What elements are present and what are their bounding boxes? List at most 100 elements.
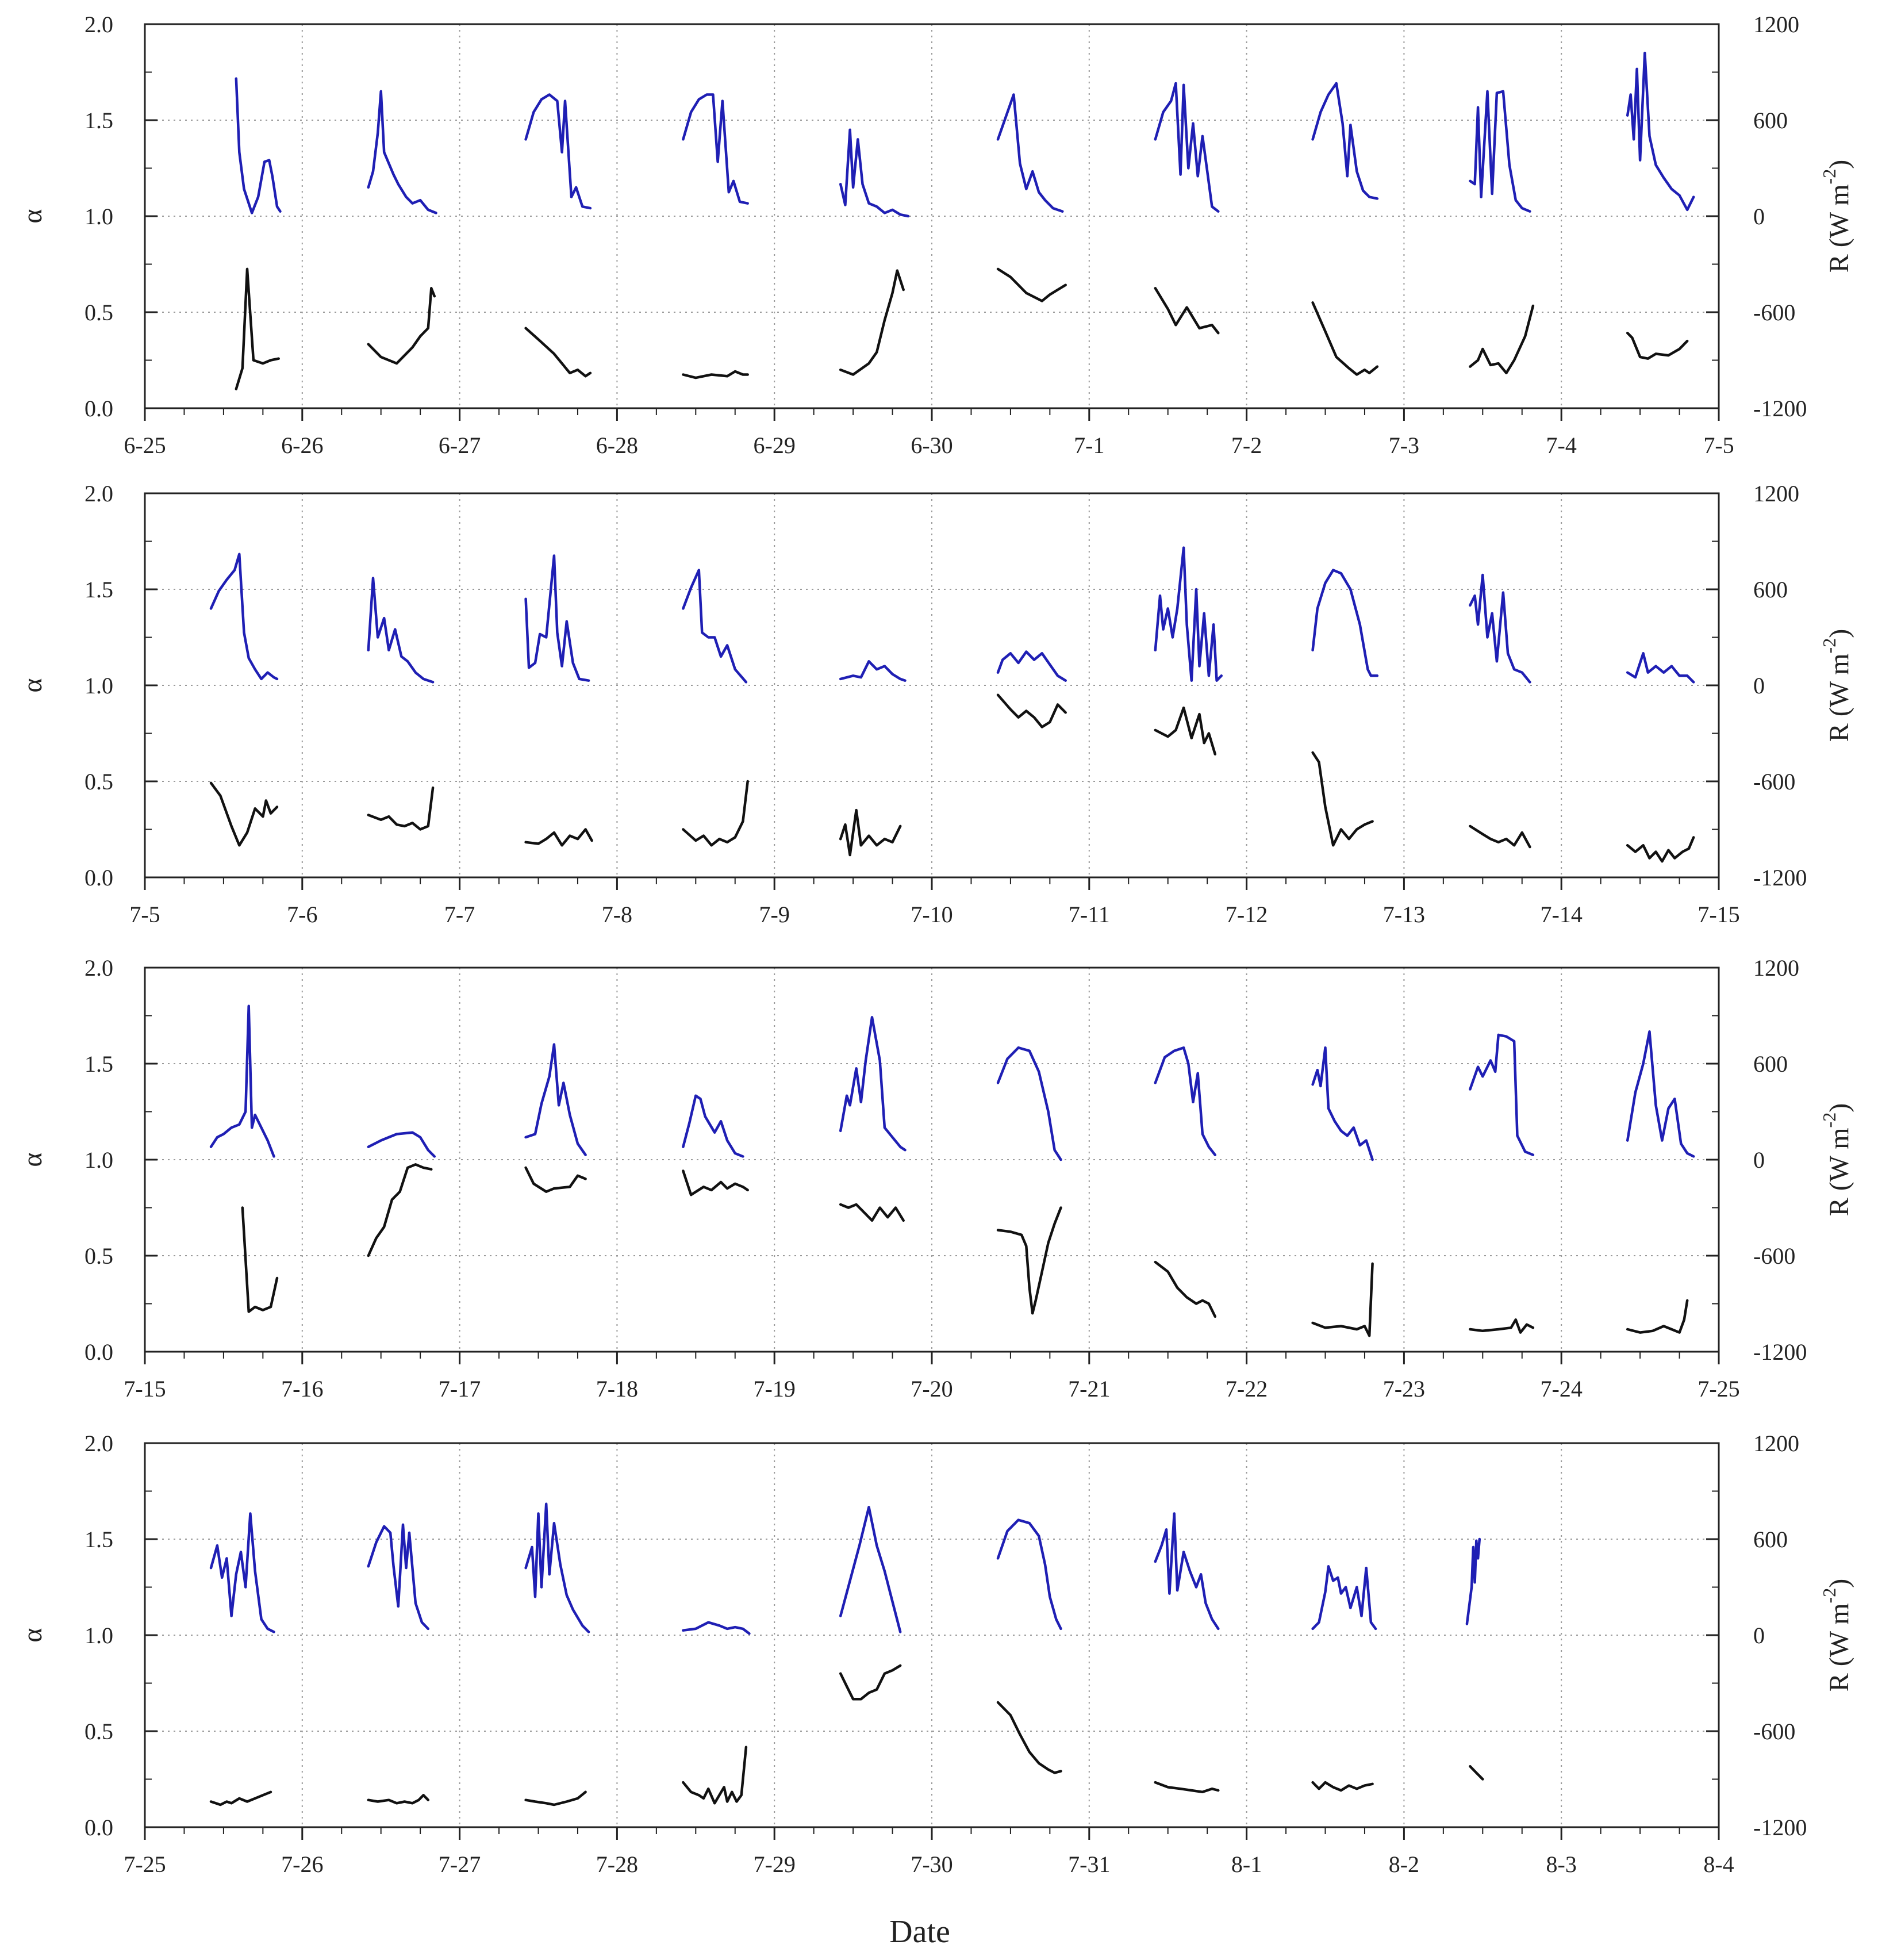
x-tick-label: 7-25	[1698, 1376, 1739, 1402]
x-tick-label: 7-17	[439, 1376, 481, 1402]
y-left-tick-label: 1.0	[85, 673, 113, 699]
alpha-series-line	[524, 1502, 590, 1633]
alpha-series-line	[1154, 82, 1220, 213]
radiation-series-line	[1469, 824, 1531, 849]
x-tick-label: 6-30	[911, 432, 953, 458]
radiation-series-line	[1154, 706, 1217, 755]
alpha-series-line	[209, 1512, 275, 1633]
y-left-tick-label: 1.5	[85, 1526, 113, 1552]
y-right-tick-label: 600	[1753, 1051, 1788, 1077]
alpha-series-line	[1626, 652, 1695, 684]
y-left-tick-label: 0.0	[85, 1815, 113, 1840]
x-tick-label: 7-12	[1226, 902, 1268, 927]
alpha-series-line	[1311, 1046, 1374, 1161]
alpha-series-line	[1154, 546, 1223, 682]
radiation-series-line	[1154, 1260, 1217, 1318]
y-right-tick-label: -1200	[1753, 396, 1807, 421]
y-left-tick-label: 0.5	[85, 1719, 113, 1744]
alpha-series-line	[367, 90, 437, 214]
y-right-tick-label: 600	[1753, 108, 1788, 133]
alpha-series-line	[209, 1004, 275, 1158]
alpha-series-line	[996, 1046, 1062, 1161]
y-left-tick-label: 0.0	[85, 396, 113, 421]
radiation-series-line	[241, 1206, 279, 1313]
alpha-series-line	[996, 93, 1064, 213]
x-tick-label: 7-1	[1074, 432, 1104, 458]
radiation-series-line	[209, 1790, 272, 1806]
y-right-tick-label: 0	[1753, 673, 1765, 699]
x-axis-title: Date	[889, 1914, 950, 1950]
x-tick-label: 7-5	[1703, 432, 1734, 458]
radiation-series-line	[1626, 331, 1689, 360]
y-right-tick-label: 1200	[1753, 1430, 1799, 1456]
radiation-series-line	[1469, 1765, 1484, 1781]
y-right-tick-label: 1200	[1753, 11, 1799, 37]
x-tick-label: 7-30	[911, 1851, 953, 1877]
y-right-tick-label: -600	[1753, 1243, 1795, 1269]
alpha-series-line	[235, 77, 282, 214]
x-tick-label: 7-31	[1068, 1851, 1110, 1877]
panel-2: 7-5 7-6 7-7 7-8 7-9 7-10 7-11 7-12 7-13 7-14 7-15 0…	[17, 481, 1854, 927]
x-tick-label: 7-13	[1383, 902, 1425, 927]
x-tick-label: 8-1	[1231, 1851, 1262, 1877]
y-right-tick-label: -1200	[1753, 1815, 1807, 1840]
y-left-tick-label: 1.5	[85, 108, 113, 133]
radiation-series-line	[839, 1664, 902, 1701]
alpha-series-line	[1465, 1537, 1481, 1625]
radiation-series-line	[1154, 1781, 1220, 1794]
x-tick-label: 6-25	[124, 432, 166, 458]
alpha-series-line	[682, 569, 748, 684]
x-tick-label: 7-16	[281, 1376, 323, 1402]
y-right-tick-label: 600	[1753, 1526, 1788, 1552]
x-tick-label: 7-21	[1068, 1376, 1110, 1402]
alpha-series-line	[524, 554, 590, 682]
x-tick-label: 6-27	[439, 432, 481, 458]
alpha-series-line	[1626, 51, 1695, 212]
alpha-series-line	[1469, 1033, 1535, 1156]
alpha-series-line	[1311, 82, 1379, 200]
radiation-series-line	[524, 1790, 587, 1806]
radiation-series-line	[524, 327, 592, 378]
alpha-series-line	[839, 660, 907, 682]
y-left-axis-title: α	[17, 209, 48, 223]
y-left-tick-label: 1.0	[85, 1623, 113, 1648]
x-tick-label: 7-14	[1541, 902, 1583, 927]
y-right-tick-label: -1200	[1753, 1339, 1807, 1365]
x-tick-label: 7-29	[754, 1851, 796, 1877]
alpha-series-line	[524, 1043, 587, 1156]
y-right-tick-label: 0	[1753, 1623, 1765, 1648]
radiation-series-line	[1154, 287, 1220, 335]
alpha-series-line	[1311, 569, 1379, 677]
y-right-axis-title: R (W m-2)	[1819, 1103, 1854, 1216]
alpha-series-line	[1311, 1565, 1377, 1631]
y-right-tick-label: 1200	[1753, 481, 1799, 507]
alpha-series-line	[1469, 573, 1531, 684]
alpha-series-line	[682, 1094, 744, 1158]
alpha-series-line	[1154, 1512, 1220, 1631]
panel-3: 7-15 7-16 7-17 7-18 7-19 7-20 7-21 7-22 7-23 7-24…	[17, 955, 1854, 1402]
alpha-series-line	[367, 1131, 436, 1158]
y-left-tick-label: 2.0	[85, 481, 113, 507]
y-left-axis-title: α	[17, 1628, 48, 1642]
x-tick-label: 6-28	[596, 432, 638, 458]
radiation-series-line	[839, 269, 905, 376]
y-left-axis-title: α	[17, 678, 48, 692]
y-right-tick-label: -600	[1753, 300, 1795, 325]
alpha-series-line	[1626, 1030, 1695, 1158]
y-left-tick-label: 0.5	[85, 300, 113, 325]
y-right-tick-label: 0	[1753, 1147, 1765, 1173]
x-tick-label: 7-15	[1698, 902, 1739, 927]
radiation-series-line	[682, 1169, 749, 1196]
radiation-series-line	[839, 1203, 905, 1222]
x-tick-label: 7-19	[754, 1376, 796, 1402]
y-left-tick-label: 0.5	[85, 1243, 113, 1269]
radiation-series-line	[839, 808, 902, 857]
x-tick-label: 7-25	[124, 1851, 166, 1877]
y-left-tick-label: 1.5	[85, 577, 113, 603]
radiation-series-line	[524, 828, 593, 847]
radiation-series-line	[1311, 1781, 1374, 1792]
y-right-tick-label: -600	[1753, 1719, 1795, 1744]
alpha-series-line	[1154, 1046, 1217, 1156]
x-tick-label: 7-8	[602, 902, 632, 927]
radiation-series-line	[682, 370, 749, 379]
